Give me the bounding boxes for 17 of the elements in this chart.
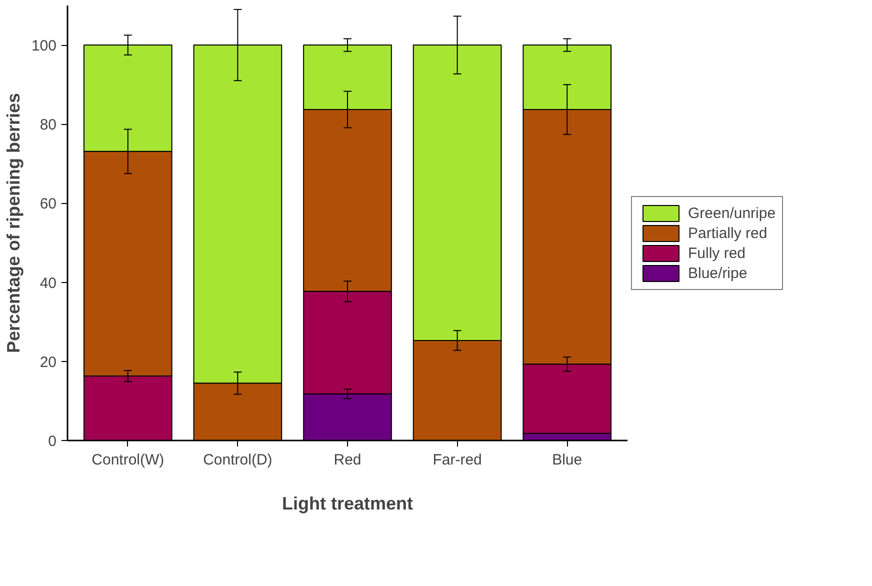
legend-label: Fully red	[688, 244, 746, 262]
y-tick-label: 60	[40, 196, 57, 213]
legend-label: Blue/ripe	[688, 264, 748, 282]
y-tick-label: 20	[40, 354, 57, 371]
y-tick-label: 40	[40, 274, 57, 292]
legend-label: Partially red	[688, 224, 768, 242]
x-tick-label: Red	[334, 452, 362, 468]
legend-label: Green/unripe	[688, 204, 776, 222]
y-tick-label: 0	[48, 433, 56, 450]
x-tick-label: Blue	[552, 452, 582, 468]
y-tick-label: 80	[40, 116, 57, 134]
x-tick-label: Control(D)	[203, 452, 272, 468]
x-tick-label: Far-red	[432, 452, 482, 468]
x-axis-title: Light treatment	[282, 494, 414, 514]
y-axis-title: Percentage of ripening berries	[3, 92, 24, 354]
x-tick-label: Control(W)	[92, 452, 164, 468]
y-tick-label: 100	[31, 38, 57, 55]
